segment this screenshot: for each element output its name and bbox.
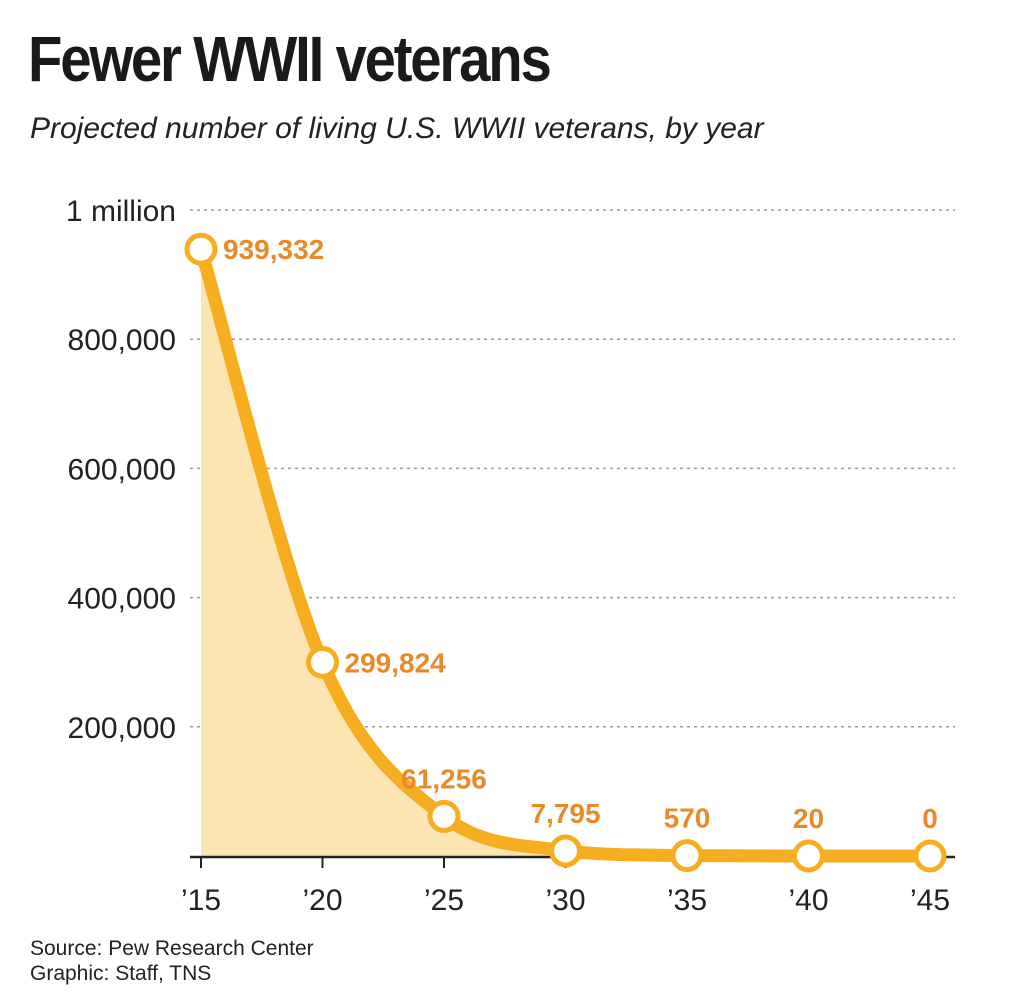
data-label: 299,824 xyxy=(345,647,447,678)
x-tick-label: ’45 xyxy=(910,884,950,917)
area-fill xyxy=(201,249,930,856)
chart-subtitle: Projected number of living U.S. WWII vet… xyxy=(30,112,764,145)
y-tick-label: 600,000 xyxy=(68,453,176,486)
data-point-marker xyxy=(184,232,218,266)
data-point-marker xyxy=(427,799,461,833)
data-label: 61,256 xyxy=(401,763,487,794)
x-tick-label: ’15 xyxy=(181,884,221,917)
data-point-marker xyxy=(549,834,582,868)
x-tick-label: ’25 xyxy=(424,884,464,917)
data-label: 570 xyxy=(664,803,711,834)
chart-footer: Source: Pew Research Center Graphic: Sta… xyxy=(30,936,314,986)
y-tick-label: 200,000 xyxy=(68,712,176,745)
x-tick-label: ’20 xyxy=(302,884,342,917)
source-note: Source: Pew Research Center xyxy=(30,937,314,960)
data-point-marker xyxy=(306,645,339,679)
data-point-marker xyxy=(792,839,825,873)
x-tick-label: ’35 xyxy=(667,884,707,917)
y-tick-label: 800,000 xyxy=(68,324,176,357)
y-tick-label: 400,000 xyxy=(68,583,176,616)
x-tick-label: ’30 xyxy=(545,884,585,917)
y-tick-label: 1 million xyxy=(66,195,176,228)
data-label: 7,795 xyxy=(530,798,600,829)
data-label: 0 xyxy=(922,803,938,834)
data-point-marker xyxy=(913,839,947,873)
chart-title: Fewer WWII veterans xyxy=(28,23,552,95)
data-label: 20 xyxy=(793,803,824,834)
data-label: 939,332 xyxy=(223,234,324,265)
credit-note: Graphic: Staff, TNS xyxy=(30,962,212,985)
data-point-marker xyxy=(670,839,704,873)
x-tick-label: ’40 xyxy=(788,884,828,917)
